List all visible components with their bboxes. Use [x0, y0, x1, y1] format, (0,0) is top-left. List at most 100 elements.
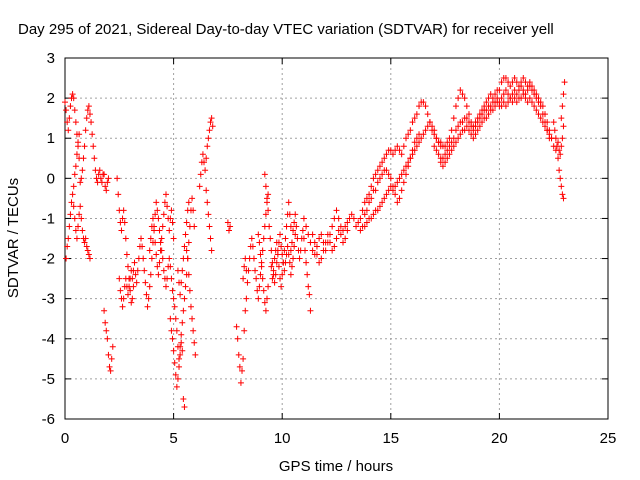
data-point	[335, 215, 342, 222]
data-point	[502, 75, 509, 82]
data-point	[68, 199, 75, 206]
data-point	[389, 151, 396, 158]
data-point	[403, 171, 410, 178]
data-point	[262, 307, 269, 314]
data-point	[455, 123, 462, 130]
data-point	[196, 183, 203, 190]
data-point	[181, 243, 188, 250]
data-point	[202, 167, 209, 174]
data-point	[255, 295, 262, 302]
data-point	[206, 223, 213, 230]
data-point	[379, 171, 386, 178]
data-point	[355, 219, 362, 226]
data-point	[316, 235, 323, 242]
data-point	[76, 211, 83, 218]
data-point	[309, 247, 316, 254]
data-point	[191, 339, 198, 346]
data-point	[479, 111, 486, 118]
data-point	[288, 263, 295, 270]
data-point	[257, 271, 264, 278]
data-point	[204, 143, 211, 150]
data-point	[450, 143, 457, 150]
data-point	[318, 231, 325, 238]
data-point	[528, 99, 535, 106]
data-point	[533, 95, 540, 102]
data-point	[278, 243, 285, 250]
data-point	[520, 91, 527, 98]
data-point	[243, 295, 250, 302]
data-point	[225, 227, 232, 234]
data-point	[178, 331, 185, 338]
data-point	[162, 191, 169, 198]
data-point	[128, 299, 135, 306]
data-point	[542, 123, 549, 130]
data-point	[67, 211, 74, 218]
data-point	[465, 127, 472, 134]
data-point	[306, 291, 313, 298]
data-point	[149, 215, 156, 222]
data-point	[416, 131, 423, 138]
data-point	[286, 211, 293, 218]
data-point	[550, 119, 557, 126]
data-point	[483, 115, 490, 122]
data-point	[265, 207, 272, 214]
data-point	[392, 191, 399, 198]
data-point	[142, 279, 149, 286]
data-point	[476, 123, 483, 130]
data-point	[170, 235, 177, 242]
data-point	[151, 227, 158, 234]
data-point	[348, 211, 355, 218]
data-point	[513, 99, 520, 106]
data-point	[123, 251, 130, 258]
data-point	[281, 267, 288, 274]
data-point	[97, 175, 104, 182]
data-point	[304, 271, 311, 278]
data-point	[120, 207, 127, 214]
data-point	[63, 255, 70, 262]
data-point	[526, 83, 533, 90]
data-point	[183, 247, 190, 254]
data-point	[555, 155, 562, 162]
data-point	[240, 355, 247, 362]
data-point	[262, 183, 269, 190]
data-point	[146, 247, 153, 254]
data-point	[275, 239, 282, 246]
data-point	[105, 175, 112, 182]
data-point	[263, 195, 270, 202]
data-point	[129, 295, 136, 302]
data-point	[376, 203, 383, 210]
data-point	[376, 175, 383, 182]
data-point	[292, 231, 299, 238]
data-point	[244, 279, 251, 286]
data-point	[465, 119, 472, 126]
data-point	[168, 207, 175, 214]
data-point	[168, 327, 175, 334]
data-point	[205, 211, 212, 218]
data-point	[192, 351, 199, 358]
data-point	[511, 75, 518, 82]
data-point	[167, 215, 174, 222]
data-point	[320, 247, 327, 254]
data-point	[185, 271, 192, 278]
data-point	[409, 119, 416, 126]
data-point	[78, 175, 85, 182]
data-point	[361, 211, 368, 218]
data-point	[70, 95, 77, 102]
data-point	[127, 287, 134, 294]
data-point	[318, 255, 325, 262]
data-point	[124, 263, 131, 270]
data-point	[290, 255, 297, 262]
data-point	[258, 263, 265, 270]
data-point	[287, 247, 294, 254]
data-point	[261, 299, 268, 306]
data-point	[282, 235, 289, 242]
data-point	[409, 147, 416, 154]
data-point	[461, 95, 468, 102]
data-point	[71, 215, 78, 222]
data-point	[70, 203, 77, 210]
data-point	[203, 187, 210, 194]
data-point	[191, 223, 198, 230]
data-point	[394, 143, 401, 150]
data-point	[154, 263, 161, 270]
